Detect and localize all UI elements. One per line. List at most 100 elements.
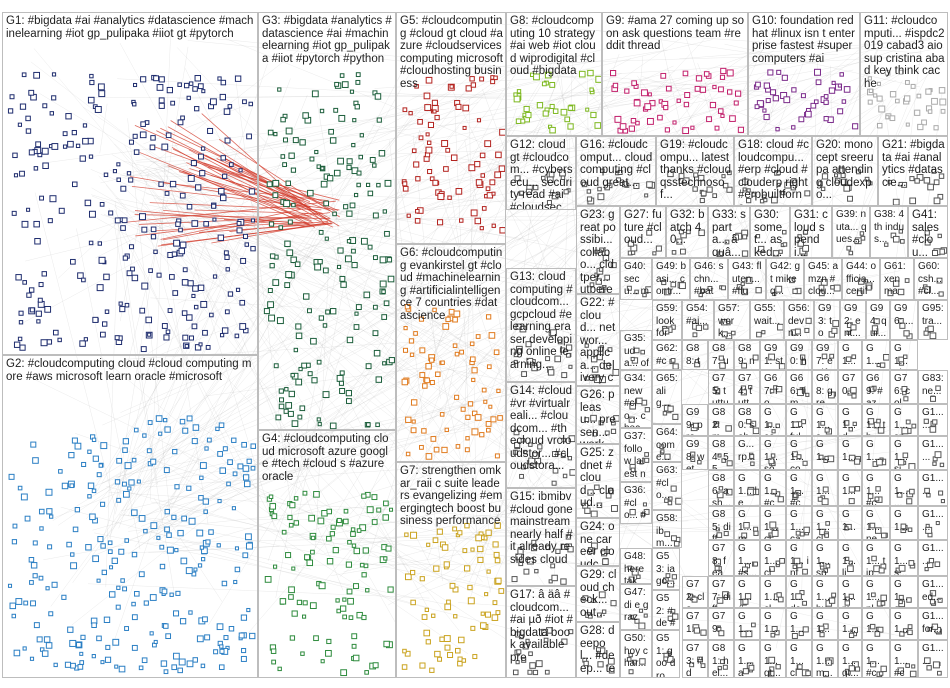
group-box: G1... ... [838, 340, 862, 370]
edge [309, 164, 658, 232]
group-label: G1... dc... [790, 579, 809, 607]
group-box: G97: et lâ [812, 340, 838, 370]
group-label: G48: here take... [624, 551, 646, 584]
node [98, 256, 106, 264]
edge [454, 102, 471, 457]
edge [137, 83, 687, 498]
group-box: G1... lig... [838, 540, 862, 576]
group-box: G1... ... [918, 540, 948, 576]
edge [95, 45, 520, 259]
node [194, 75, 202, 82]
group-label: G75: tuttu [712, 373, 729, 404]
node [101, 321, 108, 327]
group-box: G52: #de #ks [652, 590, 680, 630]
node [124, 302, 130, 308]
node [87, 482, 95, 489]
group-label: G30: somet... asked... [754, 209, 783, 258]
edge [463, 198, 696, 578]
node [122, 255, 128, 261]
group-box: G40: secu... miss nod... [620, 258, 652, 300]
node [49, 195, 57, 203]
group-box: G1... ... [890, 470, 918, 506]
node [184, 344, 189, 349]
node [250, 218, 255, 223]
group-label: G83: ne... [922, 373, 944, 397]
edge [136, 142, 735, 163]
node [21, 220, 29, 228]
group-box: G1... ... [812, 608, 838, 640]
edge [234, 73, 294, 525]
node [228, 162, 234, 167]
node [44, 305, 52, 313]
group-label: G2: #cloudcomputing cloud #cloud computi… [6, 358, 252, 383]
group-label: G45: amzn #clou... [808, 261, 839, 297]
group-box: G1... lea... [734, 470, 760, 506]
edge [366, 72, 780, 331]
node [104, 309, 110, 314]
group-label: G23: great possibi... collabo... cldtper… [580, 209, 616, 294]
group-label: G55: wait... [754, 303, 781, 327]
group-box: G68: gre... [812, 370, 838, 404]
group-box: G41: sales #clou... [908, 206, 948, 258]
group-label: G21: #bigdata #ai #analytics #datascie..… [882, 139, 945, 189]
edge [137, 99, 887, 534]
node [139, 131, 147, 139]
node [35, 141, 42, 148]
node [119, 306, 126, 313]
group-box: G49: basi... contr... [652, 258, 690, 300]
group-label: G1... co... [790, 439, 809, 470]
edge [117, 78, 534, 101]
group-label: G1... ... [842, 439, 856, 470]
node [248, 101, 253, 107]
group-label: G39: nuta... ques... [836, 209, 867, 245]
node [118, 301, 123, 306]
edge [155, 157, 398, 295]
edge [321, 271, 584, 586]
group-box: G44: officia... certifi... [842, 258, 880, 300]
group-box: G6: #cloudcomputing evankirstel gt #clou… [396, 244, 506, 462]
group-label: G1... ne... [866, 509, 886, 540]
node [175, 221, 181, 227]
edge [140, 214, 610, 224]
node [70, 258, 76, 265]
edge [389, 140, 443, 582]
group-label: G1... ful... [790, 407, 809, 435]
group-box: G1... for... [918, 608, 948, 640]
node [150, 135, 156, 141]
edge [116, 336, 789, 477]
group-label: G1... ... [922, 643, 944, 667]
group-box: G1... ... [862, 608, 890, 640]
node [58, 207, 65, 214]
group-label: G41: sales #clou... [912, 209, 939, 258]
group-label: G88: tut... [686, 343, 703, 369]
group-box: G1... clo... [760, 506, 786, 540]
node [140, 346, 147, 353]
group-box: G81: hel... [708, 640, 734, 678]
node [225, 267, 230, 272]
edge [312, 36, 519, 207]
edge [561, 103, 700, 317]
group-box: G83: ne... [918, 370, 948, 404]
group-box: G1... ... [890, 506, 918, 540]
group-label: G10: foundation redhat #linux isn t ente… [752, 15, 855, 65]
node [51, 143, 59, 150]
group-label: G1... ... [842, 473, 856, 506]
edge [860, 40, 923, 565]
node [130, 266, 135, 272]
node [9, 602, 17, 610]
node [248, 188, 256, 195]
node [139, 307, 146, 314]
group-label: G87: use... [712, 343, 731, 369]
node [211, 203, 217, 209]
node [244, 242, 249, 247]
group-label: G1... ... [764, 611, 778, 639]
edge [454, 274, 878, 336]
group-box: G1... bui... [812, 576, 838, 608]
node [163, 334, 170, 341]
group-label: G1... gt... [842, 643, 859, 678]
group-box: G1... gt... [838, 640, 862, 678]
group-box: G19: #cloudcompu... latest thanks #cloud… [656, 136, 734, 206]
edge [330, 494, 819, 576]
node [198, 342, 203, 347]
group-box: G4: #cloudcomputing cloud microsoft azur… [258, 430, 396, 678]
